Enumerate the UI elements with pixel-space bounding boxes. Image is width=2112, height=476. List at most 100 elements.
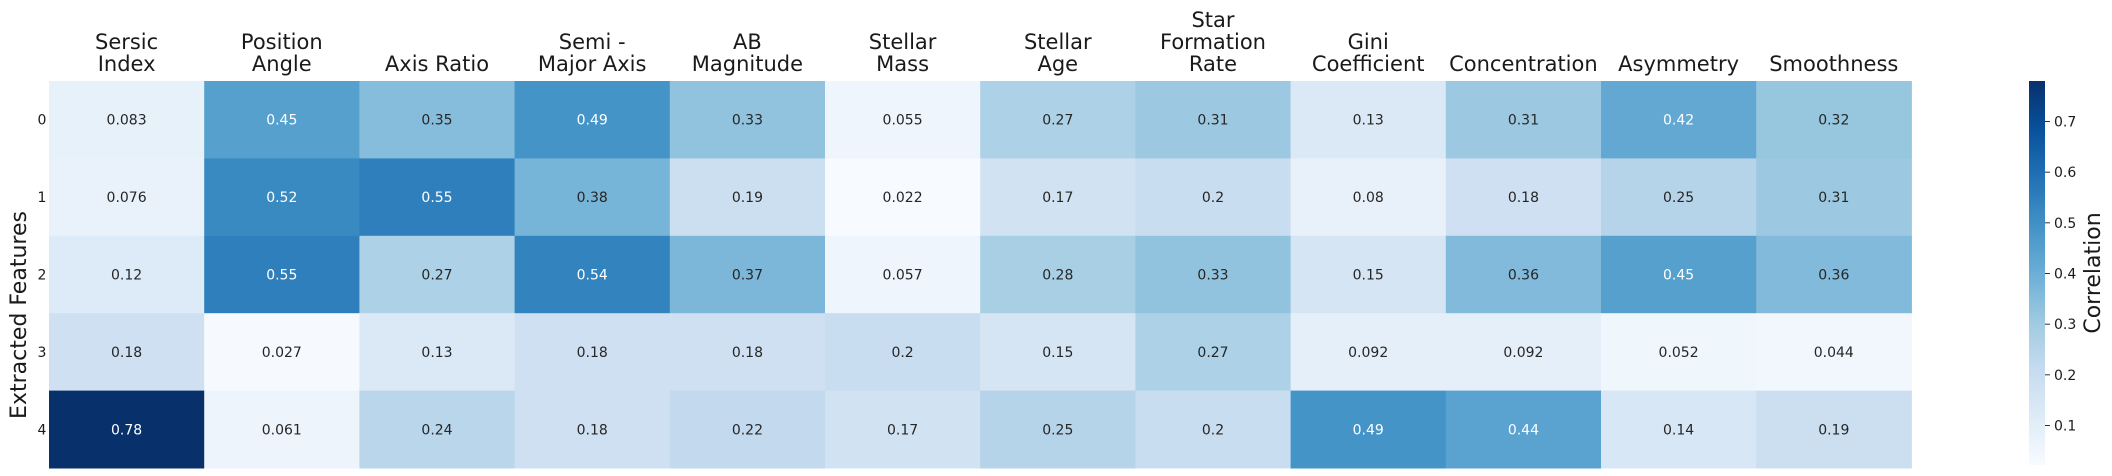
- column-label: Star: [1191, 8, 1234, 32]
- cell-value-label: 0.31: [1818, 190, 1849, 206]
- heatmap-cell: [204, 158, 360, 237]
- colorbar-gradient: [2029, 81, 2045, 465]
- cell-value-label: 0.17: [887, 422, 918, 438]
- column-label: Age: [1037, 52, 1078, 76]
- cell-value-label: 0.022: [883, 190, 923, 206]
- heatmap-cell: [1445, 390, 1602, 469]
- cell-value-label: 0.24: [421, 422, 452, 438]
- cell-value-label: 0.027: [262, 345, 302, 361]
- heatmap-cell: [204, 235, 360, 314]
- colorbar-ticks: 0.1 0.2 0.3 0.4 0.5 0.6 0.7: [2045, 115, 2076, 435]
- column-label: Stellar: [1024, 30, 1092, 54]
- y-axis-title: Extracted Features: [7, 211, 32, 419]
- column-label: Smoothness: [1769, 52, 1898, 76]
- cell-value-label: 0.18: [577, 422, 608, 438]
- heatmap-cell: [514, 313, 671, 392]
- cell-value-label: 0.78: [111, 422, 142, 438]
- cell-value-label: 0.052: [1659, 345, 1699, 361]
- column-label: Major Axis: [538, 52, 647, 76]
- cell-value-label: 0.49: [1353, 422, 1384, 438]
- column-label: Asymmetry: [1618, 52, 1739, 76]
- cell-value-label: 0.22: [732, 422, 763, 438]
- heatmap-cell: [1445, 313, 1602, 392]
- colorbar-tick-label: 0.6: [2054, 165, 2076, 181]
- cell-value-label: 0.55: [266, 268, 297, 284]
- heatmap-cell: [1135, 313, 1292, 392]
- heatmap-cell: [1135, 158, 1292, 237]
- heatmap-cell: [825, 158, 981, 237]
- colorbar-tick-label: 0.5: [2054, 216, 2076, 232]
- heatmap-cell: [1135, 390, 1292, 469]
- heatmap-cell: [204, 390, 360, 469]
- heatmap-cell: [1756, 235, 1912, 314]
- heatmap-cell: [669, 235, 826, 314]
- cell-value-label: 0.25: [1663, 190, 1694, 206]
- colorbar-tick-label: 0.3: [2054, 317, 2076, 333]
- cell-value-label: 0.18: [111, 345, 142, 361]
- cell-value-label: 0.15: [1042, 345, 1073, 361]
- cell-value-label: 0.25: [1042, 422, 1073, 438]
- cell-value-label: 0.12: [111, 268, 142, 284]
- cell-value-label: 0.061: [262, 422, 302, 438]
- heatmap-cell: [980, 313, 1136, 392]
- colorbar-title: Correlation: [2081, 212, 2106, 333]
- heatmap-cell: [1601, 390, 1757, 469]
- cell-value-label: 0.31: [1508, 113, 1539, 129]
- cell-value-label: 0.36: [1818, 268, 1849, 284]
- cell-value-label: 0.54: [577, 268, 608, 284]
- colorbar-tick-label: 0.2: [2054, 368, 2076, 384]
- cell-value-label: 0.2: [1202, 190, 1224, 206]
- cell-value-label: 0.13: [421, 345, 452, 361]
- heatmap-cell: [1756, 313, 1912, 392]
- cell-value-label: 0.49: [577, 113, 608, 129]
- colorbar: 0.1 0.2 0.3 0.4 0.5 0.6 0.7 Correlation: [2029, 81, 2106, 465]
- heatmap-cell: [669, 313, 826, 392]
- cell-value-label: 0.32: [1818, 113, 1849, 129]
- cell-value-label: 0.45: [1663, 268, 1694, 284]
- column-label: Stellar: [869, 30, 937, 54]
- heatmap-cell: [1445, 158, 1602, 237]
- column-label: Sersic: [95, 30, 158, 54]
- cell-value-label: 0.45: [266, 113, 297, 129]
- cell-value-label: 0.055: [883, 113, 923, 129]
- heatmap-cell: [359, 313, 516, 392]
- row-label: 1: [38, 190, 47, 206]
- heatmap-cell: [359, 235, 516, 314]
- cell-value-label: 0.52: [266, 190, 297, 206]
- column-label: Concentration: [1449, 52, 1598, 76]
- heatmap-cell: [1601, 313, 1757, 392]
- column-label: Formation: [1160, 30, 1266, 54]
- row-label: 2: [38, 268, 47, 284]
- cell-value-label: 0.13: [1353, 113, 1384, 129]
- heatmap-cell: [514, 158, 671, 237]
- heatmap-cells: 0.083 0.45 0.35 0.49 0.33 0.055 0.27 0.31 0.13 0.…: [49, 81, 1912, 469]
- cell-value-label: 0.14: [1663, 422, 1694, 438]
- cell-value-label: 0.37: [732, 268, 763, 284]
- column-label: Coefficient: [1312, 52, 1425, 76]
- row-label: 3: [38, 345, 47, 361]
- heatmap-cell: [1601, 81, 1757, 159]
- column-label: Gini: [1348, 30, 1389, 54]
- heatmap-cell: [1290, 313, 1447, 392]
- column-label: Rate: [1189, 52, 1237, 76]
- cell-value-label: 0.17: [1042, 190, 1073, 206]
- heatmap-cell: [1290, 235, 1447, 314]
- colorbar-tick-label: 0.1: [2054, 419, 2076, 435]
- heatmap-cell: [1601, 235, 1757, 314]
- heatmap-cell: [669, 158, 826, 237]
- cell-value-label: 0.18: [1508, 190, 1539, 206]
- cell-value-label: 0.33: [732, 113, 763, 129]
- cell-value-label: 0.19: [732, 190, 763, 206]
- cell-value-label: 0.31: [1197, 113, 1228, 129]
- heatmap-cell: [1135, 235, 1292, 314]
- heatmap-cell: [1756, 390, 1912, 469]
- heatmap-cell: [980, 81, 1136, 159]
- row-label: 0: [38, 113, 47, 129]
- cell-value-label: 0.19: [1818, 422, 1849, 438]
- heatmap-cell: [1290, 390, 1447, 469]
- heatmap-cell: [359, 158, 516, 237]
- heatmap-cell: [980, 158, 1136, 237]
- heatmap-cell: [49, 313, 205, 392]
- colorbar-tick-label: 0.7: [2054, 115, 2076, 131]
- cell-value-label: 0.36: [1508, 268, 1539, 284]
